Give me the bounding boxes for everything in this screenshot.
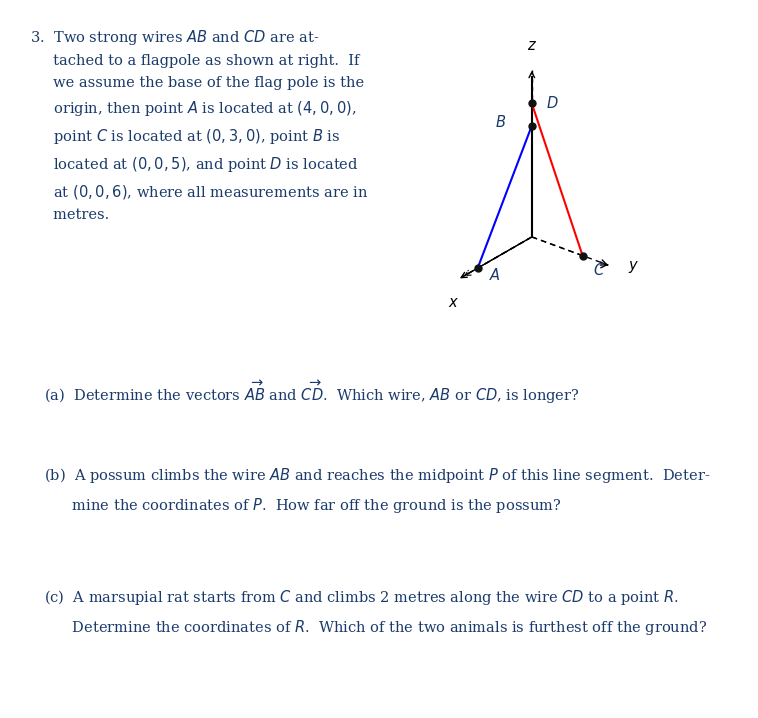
Text: (b)  A possum climbs the wire $AB$ and reaches the midpoint $P$ of this line seg: (b) A possum climbs the wire $AB$ and re… (44, 466, 710, 516)
Text: $y$: $y$ (628, 259, 639, 275)
Text: (a)  Determine the vectors $\overrightarrow{AB}$ and $\overrightarrow{CD}$.  Whi: (a) Determine the vectors $\overrightarr… (44, 379, 580, 406)
Text: $C$: $C$ (594, 262, 606, 278)
Text: $x$: $x$ (448, 297, 459, 310)
Text: $B$: $B$ (495, 114, 506, 130)
Text: 3.  Two strong wires $AB$ and $CD$ are at-
     tached to a flagpole as shown at: 3. Two strong wires $AB$ and $CD$ are at… (30, 28, 368, 222)
Text: (c)  A marsupial rat starts from $C$ and climbs 2 metres along the wire $CD$ to : (c) A marsupial rat starts from $C$ and … (44, 588, 707, 638)
Text: $z$: $z$ (527, 39, 537, 52)
Text: $D$: $D$ (547, 95, 559, 111)
Text: $A$: $A$ (489, 267, 500, 284)
